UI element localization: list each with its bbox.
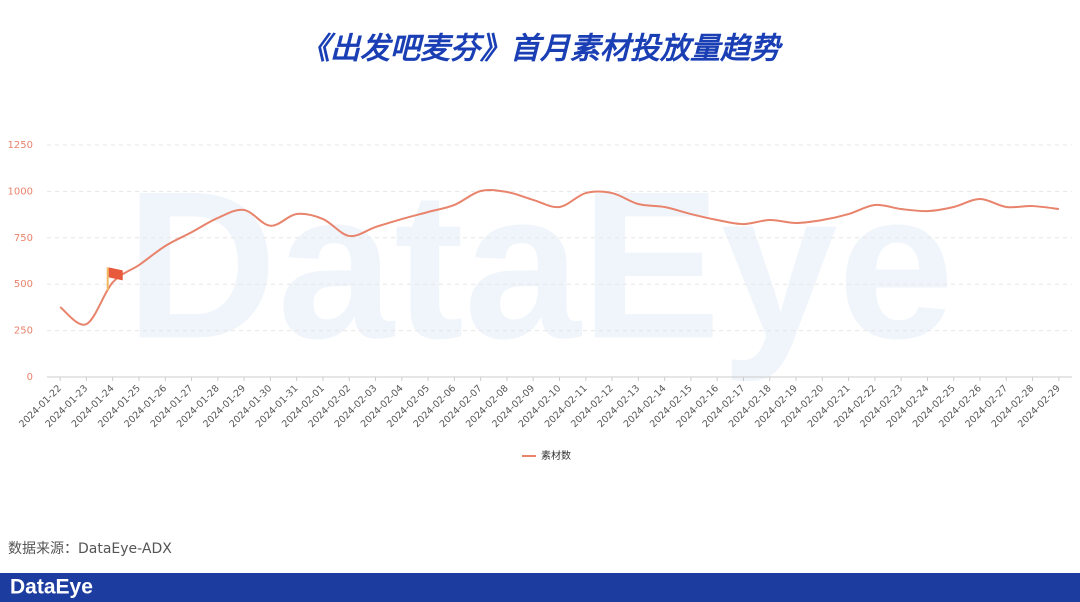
footer-bar <box>0 573 1080 602</box>
y-tick-label: 1250 <box>8 140 33 151</box>
source-note: 数据来源：DataEye-ADX <box>8 541 172 557</box>
footer-logo: DataEye <box>10 576 93 599</box>
y-tick-label: 0 <box>27 372 33 383</box>
watermark: DataEye <box>126 147 955 382</box>
y-tick-label: 250 <box>14 326 33 337</box>
y-tick-label: 750 <box>14 233 33 244</box>
chart-title: 《出发吧麦芬》首月素材投放量趋势 <box>300 32 784 67</box>
y-tick-label: 500 <box>14 279 33 290</box>
y-tick-label: 1000 <box>8 186 33 197</box>
series-line <box>59 188 1059 326</box>
legend-label: 素材数 <box>541 449 571 462</box>
marker-flag <box>108 267 123 281</box>
